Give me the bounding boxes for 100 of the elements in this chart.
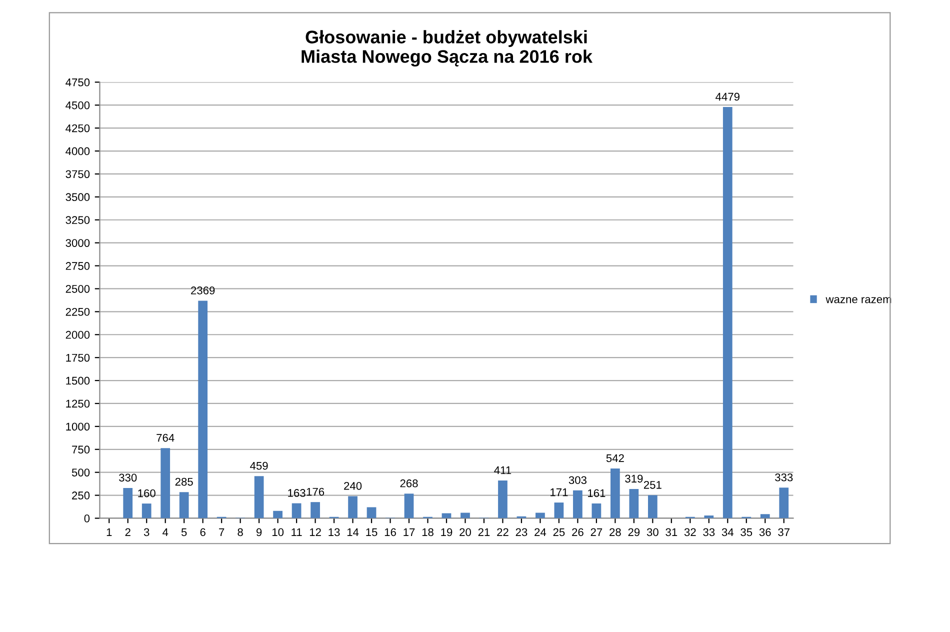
bar <box>592 503 602 518</box>
y-tick-label: 500 <box>72 468 90 476</box>
y-tick-label: 250 <box>72 492 90 500</box>
data-label: 2369 <box>191 286 215 294</box>
data-label: 171 <box>550 488 568 496</box>
bar <box>179 492 189 518</box>
y-tick-label: 0 <box>84 514 90 522</box>
bar <box>310 502 320 518</box>
bar <box>292 503 302 518</box>
data-label: 285 <box>175 478 193 486</box>
bar <box>629 488 639 518</box>
x-tick-label: 2 <box>125 528 130 536</box>
bar <box>442 513 452 518</box>
data-label: 160 <box>138 489 156 498</box>
x-tick-label: 22 <box>497 528 508 536</box>
data-label: 319 <box>625 474 643 483</box>
x-tick-label: 12 <box>310 528 321 536</box>
y-tick-label: 4250 <box>66 124 90 132</box>
x-tick-label: 10 <box>272 528 284 536</box>
x-tick-label: 31 <box>666 528 678 536</box>
data-label: 161 <box>588 489 606 498</box>
y-tick-label: 2000 <box>66 330 90 339</box>
x-tick-label: 3 <box>144 528 150 536</box>
data-label: 411 <box>494 466 512 474</box>
x-tick-label: 27 <box>590 528 602 536</box>
bar <box>142 504 152 518</box>
x-tick-label: 21 <box>478 528 490 536</box>
bar <box>704 515 714 518</box>
x-tick-label: 26 <box>572 528 584 536</box>
y-tick-label: 2750 <box>66 262 90 270</box>
x-tick-label: 20 <box>460 528 471 536</box>
x-tick-label: 1 <box>106 528 112 536</box>
data-label: 251 <box>644 480 662 489</box>
data-label: 459 <box>250 462 268 470</box>
data-label: 4479 <box>716 92 740 101</box>
bar <box>254 476 264 518</box>
data-label: 163 <box>288 489 306 497</box>
bar <box>536 512 545 518</box>
x-tick-label: 25 <box>553 528 565 536</box>
y-tick-label: 4750 <box>66 78 90 86</box>
y-tick-label: 4500 <box>66 101 90 110</box>
bar <box>610 468 620 518</box>
bar <box>348 496 358 518</box>
x-tick-label: 16 <box>384 528 396 536</box>
bar <box>648 495 658 518</box>
x-tick-label: 8 <box>238 528 243 536</box>
data-label: 542 <box>606 454 624 462</box>
legend-label: wazne razem <box>826 297 892 304</box>
x-tick-label: 18 <box>422 528 434 536</box>
y-tick-label: 1000 <box>66 422 90 431</box>
bar <box>123 488 133 518</box>
data-label: 303 <box>568 476 586 484</box>
x-tick-label: 23 <box>516 528 528 536</box>
y-tick-label: 2250 <box>66 308 90 316</box>
x-tick-label: 34 <box>722 528 734 536</box>
bar <box>760 514 770 518</box>
x-tick-label: 14 <box>347 528 359 536</box>
x-tick-label: 36 <box>759 528 771 536</box>
bar <box>779 488 789 518</box>
y-tick-label: 4000 <box>66 147 90 156</box>
data-label: 764 <box>156 434 174 442</box>
x-tick-label: 17 <box>404 528 415 536</box>
x-tick-label: 13 <box>328 528 340 536</box>
bar <box>404 494 414 518</box>
bar <box>198 300 208 518</box>
data-label: 333 <box>775 473 793 482</box>
x-tick-label: 35 <box>740 528 752 536</box>
x-tick-label: 5 <box>181 528 187 536</box>
bar <box>160 448 170 518</box>
x-tick-label: 7 <box>219 528 224 536</box>
bar <box>573 490 582 518</box>
y-tick-label: 1750 <box>66 354 90 362</box>
bar <box>273 510 282 518</box>
chart-title: Głosowanie - budżet obywatelski Miasta Nowego Sącza na 2016 rok <box>302 30 593 67</box>
bar <box>460 512 470 518</box>
data-label: 240 <box>344 482 362 490</box>
data-label: 268 <box>400 479 418 488</box>
x-tick-label: 33 <box>703 528 715 536</box>
x-tick-label: 15 <box>366 528 378 536</box>
y-tick-label: 3500 <box>66 193 90 202</box>
x-tick-label: 4 <box>162 528 168 536</box>
x-tick-label: 19 <box>441 528 452 536</box>
bar <box>366 507 376 518</box>
bar <box>498 480 508 518</box>
x-tick-label: 24 <box>534 528 546 536</box>
y-tick-label: 3000 <box>66 239 90 247</box>
x-tick-label: 37 <box>778 528 790 536</box>
bar <box>722 107 732 518</box>
data-label: 176 <box>306 488 324 496</box>
y-tick-label: 3750 <box>66 170 90 178</box>
y-tick-label: 2500 <box>66 284 90 293</box>
bar <box>554 502 564 518</box>
x-tick-label: 29 <box>628 528 640 536</box>
x-tick-label: 28 <box>610 528 621 536</box>
x-tick-label: 9 <box>256 528 262 536</box>
x-tick-label: 32 <box>684 528 696 536</box>
y-tick-label: 750 <box>72 446 90 454</box>
y-tick-label: 3250 <box>66 216 90 224</box>
y-tick-label: 1250 <box>66 400 90 408</box>
y-tick-label: 1500 <box>66 376 90 385</box>
